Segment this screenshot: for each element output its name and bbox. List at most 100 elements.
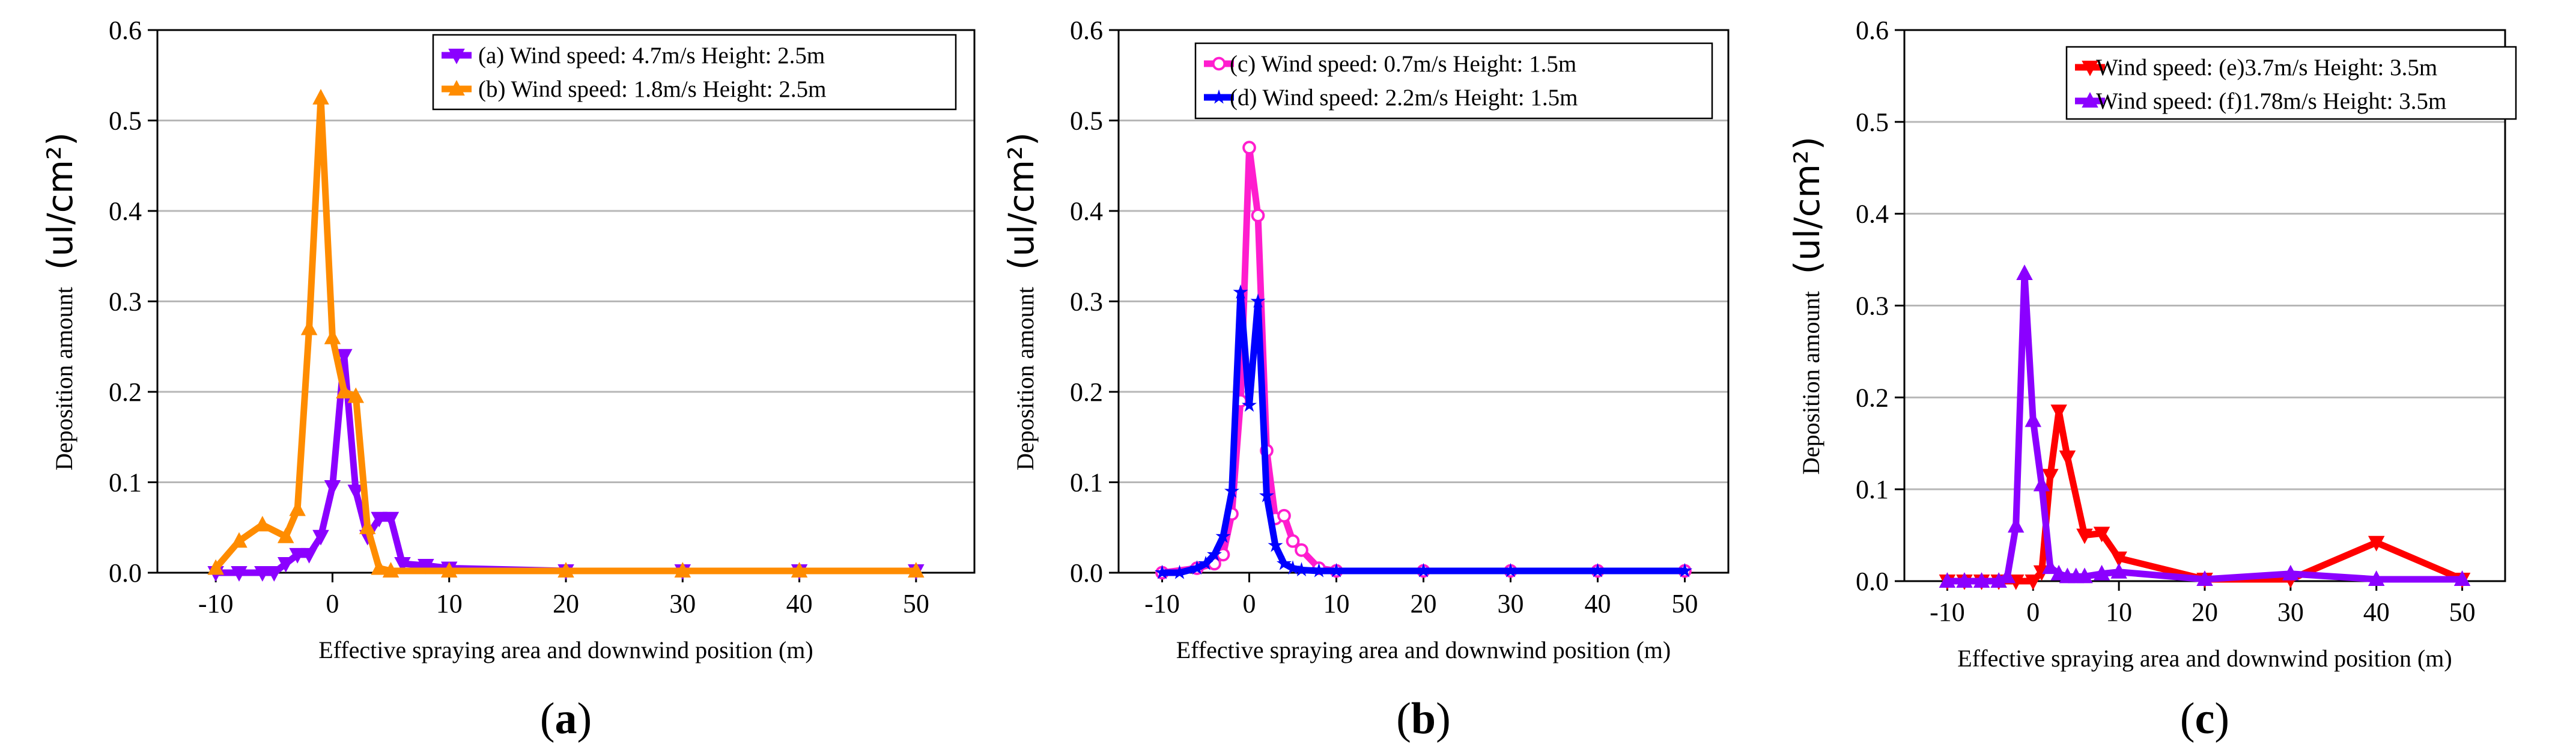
panel-caption: (c) bbox=[2180, 694, 2229, 743]
x-tick-label: 40 bbox=[786, 589, 813, 618]
legend: Wind speed: (e)3.7m/s Height: 3.5m Wind s… bbox=[2065, 46, 2517, 120]
data-point bbox=[394, 556, 411, 573]
x-tick-label: 30 bbox=[1498, 589, 1524, 618]
y-axis-label: Deposition amount (ul/cm²) bbox=[40, 132, 80, 471]
x-tick-label: 10 bbox=[2106, 597, 2132, 627]
caption-close: ) bbox=[1436, 694, 1451, 743]
data-point bbox=[1154, 564, 1170, 579]
data-point bbox=[557, 562, 574, 578]
data-point bbox=[1590, 562, 1606, 578]
data-point bbox=[2042, 558, 2059, 575]
data-point bbox=[2025, 411, 2042, 427]
y-tick-label: 0.1 bbox=[1070, 468, 1103, 498]
data-point bbox=[1677, 562, 1693, 578]
data-point bbox=[2076, 567, 2093, 584]
y-axis-label-unit: (ul/cm²) bbox=[1787, 136, 1827, 274]
legend-box bbox=[2065, 46, 2517, 120]
data-point bbox=[1328, 562, 1344, 578]
data-point bbox=[1233, 284, 1248, 299]
legend: (a) Wind speed: 4.7m/s Height: 2.5m (b) W… bbox=[432, 34, 957, 111]
y-tick-label: 0.2 bbox=[109, 377, 142, 407]
legend-label: (d) Wind speed: 2.2m/s Height: 1.5m bbox=[1230, 85, 1578, 111]
data-point bbox=[2453, 570, 2471, 586]
y-axis: 0.0 0.1 0.2 0.3 0.4 0.5 0.6 bbox=[1856, 16, 1904, 596]
data-point bbox=[1999, 567, 2016, 584]
x-tick-label: -10 bbox=[1930, 597, 1965, 627]
data-point bbox=[1277, 508, 1291, 523]
y-axis: 0.0 0.1 0.2 0.3 0.4 0.5 0.6 bbox=[109, 16, 157, 588]
data-point bbox=[1241, 397, 1257, 412]
y-tick-label: 0.2 bbox=[1070, 377, 1103, 407]
y-tick-label: 0.3 bbox=[109, 287, 142, 317]
data-point bbox=[336, 383, 353, 398]
data-point bbox=[2110, 551, 2127, 567]
data-point bbox=[336, 349, 353, 365]
legend: (c) Wind speed: 0.7m/s Height: 1.5m (d) W… bbox=[1194, 42, 1713, 120]
legend-entry: (c) Wind speed: 0.7m/s Height: 1.5m bbox=[1204, 51, 1576, 77]
data-point bbox=[440, 562, 458, 578]
data-point bbox=[231, 566, 248, 582]
legend-entry: (a) Wind speed: 4.7m/s Height: 2.5m bbox=[442, 43, 825, 69]
caption-open: ( bbox=[1396, 694, 1411, 743]
data-point bbox=[2050, 404, 2067, 421]
legend-entry: Wind speed: (e)3.7m/s Height: 3.5m bbox=[2075, 55, 2437, 81]
caption-close: ) bbox=[2214, 694, 2229, 743]
y-axis: 0.0 0.1 0.2 0.3 0.4 0.5 0.6 bbox=[1070, 16, 1119, 588]
x-tick-label: 20 bbox=[553, 589, 579, 618]
x-tick-label: -10 bbox=[198, 589, 234, 618]
x-axis-label: Effective spraying area and downwind pos… bbox=[1176, 636, 1671, 663]
y-tick-label: 0.0 bbox=[1856, 567, 1889, 596]
data-point bbox=[1250, 293, 1266, 308]
data-point bbox=[1990, 572, 2007, 588]
y-tick-label: 0.0 bbox=[1070, 558, 1103, 588]
panel-caption: (a) bbox=[540, 694, 592, 743]
data-point bbox=[300, 547, 318, 564]
data-point bbox=[2025, 575, 2042, 590]
x-tick-label: 40 bbox=[1585, 589, 1611, 618]
data-point bbox=[231, 532, 248, 548]
x-tick-label: 50 bbox=[1672, 589, 1698, 618]
data-point bbox=[1251, 209, 1265, 222]
data-point bbox=[1285, 560, 1301, 575]
data-point bbox=[1939, 572, 1956, 588]
data-point bbox=[1171, 564, 1188, 579]
data-point bbox=[2076, 528, 2093, 544]
series-line bbox=[212, 94, 920, 575]
data-point bbox=[254, 516, 271, 532]
data-point bbox=[2282, 564, 2299, 581]
data-point bbox=[371, 559, 387, 575]
x-tick-label: 0 bbox=[326, 589, 339, 618]
data-point bbox=[382, 562, 399, 578]
data-point bbox=[1973, 572, 1990, 588]
data-point bbox=[347, 387, 365, 403]
data-point bbox=[300, 319, 318, 335]
data-point bbox=[2033, 475, 2050, 492]
legend-entry: (b) Wind speed: 1.8m/s Height: 2.5m bbox=[442, 76, 826, 102]
series-line bbox=[1943, 407, 2466, 585]
y-tick-label: 0.4 bbox=[1070, 197, 1103, 226]
x-axis: -10 0 10 20 30 40 50 bbox=[198, 573, 929, 618]
series-2 bbox=[207, 89, 925, 578]
panel-caption: (b) bbox=[1396, 694, 1450, 743]
caption-letter: a bbox=[555, 694, 577, 743]
x-tick-label: 20 bbox=[1411, 589, 1437, 618]
chart-panel-c: 0.0 0.1 0.2 0.3 0.4 0.5 0.6 -10 0 10 20 30 40 50 Depos… bbox=[1787, 16, 2517, 743]
legend-marker bbox=[2082, 61, 2098, 76]
y-tick-label: 0.0 bbox=[109, 558, 142, 588]
legend-box bbox=[1194, 42, 1713, 120]
x-axis: -10 0 10 20 30 40 50 bbox=[1144, 573, 1698, 618]
data-point bbox=[1215, 528, 1231, 543]
data-point bbox=[289, 547, 306, 564]
x-axis: -10 0 10 20 30 40 50 bbox=[1930, 581, 2476, 627]
data-point bbox=[2007, 517, 2025, 533]
y-tick-label: 0.3 bbox=[1856, 291, 1889, 321]
data-point bbox=[674, 562, 691, 578]
y-tick-label: 0.3 bbox=[1070, 287, 1103, 317]
x-tick-label: 10 bbox=[436, 589, 463, 618]
data-point bbox=[1189, 560, 1205, 575]
data-point bbox=[277, 527, 294, 543]
x-tick-label: 40 bbox=[2363, 597, 2390, 627]
y-tick-label: 0.1 bbox=[1856, 475, 1889, 504]
caption-letter: b bbox=[1411, 694, 1436, 743]
